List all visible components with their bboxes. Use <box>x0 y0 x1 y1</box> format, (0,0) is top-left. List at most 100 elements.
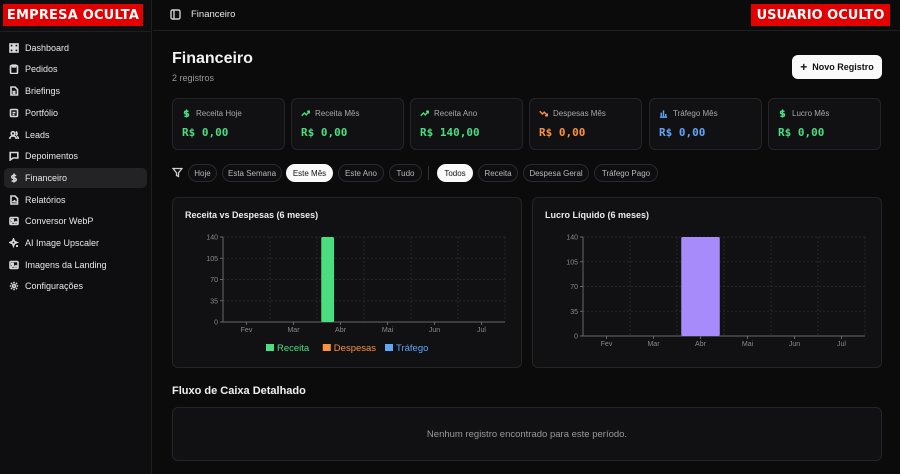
y-tick-label: 0 <box>214 320 218 327</box>
plus-icon: + <box>800 60 808 74</box>
x-tick-label: Mai <box>382 327 394 334</box>
filter-period-este-mes[interactable]: Este Mês <box>286 164 333 182</box>
message-icon <box>9 151 19 162</box>
y-tick-label: 70 <box>210 277 218 284</box>
revenue-expense-chart: 0 35 70 105 140 Fev Mar Abr Mai Jun Jul Receita Desp… <box>206 235 506 354</box>
y-tick-label: 70 <box>570 284 578 291</box>
filter-icon <box>171 167 184 178</box>
y-tick-label: 140 <box>206 235 218 242</box>
sidebar-item-relatorios[interactable]: Relatórios <box>4 190 147 210</box>
x-tick-label: Fev <box>241 327 253 334</box>
sidebar-item-label: AI Image Upscaler <box>25 237 100 248</box>
stat-label: Receita Hoje <box>196 109 242 118</box>
sidebar-item-briefings[interactable]: Briefings <box>4 81 147 101</box>
sidebar-item-financeiro[interactable]: Financeiro <box>4 168 147 188</box>
legend-label: Despesas <box>334 343 376 354</box>
sidebar-item-label: Imagens da Landing <box>25 259 107 270</box>
sidebar-item-label: Financeiro <box>25 172 68 183</box>
folder-icon <box>9 108 19 118</box>
x-tick-label: Mai <box>742 341 754 348</box>
image-icon <box>9 216 19 226</box>
stat-label: Receita Ano <box>434 109 478 118</box>
y-tick-label: 0 <box>574 334 578 341</box>
filter-type-receita[interactable]: Receita <box>478 164 518 182</box>
x-tick-label: Abr <box>695 341 707 348</box>
sidebar-item-imagens-landing[interactable]: Imagens da Landing <box>4 255 147 275</box>
x-tick-label: Abr <box>335 327 347 334</box>
sidebar-item-depoimentos[interactable]: Depoimentos <box>4 146 147 166</box>
y-tick-label: 140 <box>566 235 578 242</box>
stat-card-receita-mes: Receita Mês R$ 0,00 <box>291 98 404 150</box>
chart-title: Lucro Líquido (6 meses) <box>545 210 650 220</box>
new-record-button[interactable]: + Novo Registro <box>792 55 882 79</box>
legend-swatch <box>385 344 393 351</box>
stat-value: R$ 0,00 <box>182 126 229 139</box>
stat-card-receita-ano: Receita Ano R$ 140,00 <box>410 98 523 150</box>
legend-swatch <box>266 344 274 351</box>
sidebar-item-configuracoes[interactable]: Configurações <box>4 277 147 297</box>
y-tick-label: 105 <box>206 256 218 263</box>
filter-period-esta-semana[interactable]: Esta Semana <box>222 164 282 182</box>
breadcrumb: Financeiro <box>191 9 236 20</box>
filter-type-trafego-pago[interactable]: Tráfego Pago <box>594 164 658 182</box>
sidebar-item-label: Pedidos <box>25 64 58 75</box>
stat-card-despesas-mes: Despesas Mês R$ 0,00 <box>529 98 642 150</box>
filter-period-tudo[interactable]: Tudo <box>389 164 422 182</box>
cashflow-title: Fluxo de Caixa Detalhado <box>172 385 306 397</box>
sidebar-item-conversor-webp[interactable]: Conversor WebP <box>4 212 147 232</box>
sidebar-item-portfolio[interactable]: Portfólio <box>4 103 147 123</box>
y-tick-label: 105 <box>566 259 578 266</box>
y-tick-label: 35 <box>210 298 218 305</box>
sidebar-item-label: Relatórios <box>25 194 66 205</box>
x-tick-label: Jul <box>837 341 846 348</box>
stat-value: R$ 0,00 <box>539 126 586 139</box>
file-icon <box>9 86 19 96</box>
bar <box>321 237 335 322</box>
x-tick-label: Fev <box>601 341 613 348</box>
stat-card-receita-hoje: Receita Hoje R$ 0,00 <box>172 98 285 150</box>
x-tick-label: Jun <box>789 341 800 348</box>
sidebar-item-leads[interactable]: Leads <box>4 125 147 145</box>
report-icon <box>9 194 19 205</box>
page-title: Financeiro <box>172 50 253 67</box>
clipboard-icon <box>9 64 19 75</box>
users-icon <box>9 130 19 140</box>
filter-type-todos[interactable]: Todos <box>437 164 473 182</box>
gear-icon <box>9 281 19 291</box>
sidebar-toggle-icon[interactable] <box>170 9 181 20</box>
sidebar-item-label: Dashboard <box>25 42 70 53</box>
sidebar-item-ai-image-upscaler[interactable]: AI Image Upscaler <box>4 233 147 253</box>
x-tick-label: Mar <box>287 327 300 334</box>
cashflow-empty-state: Nenhum registro encontrado para este per… <box>172 407 882 461</box>
x-tick-label: Jul <box>477 327 486 334</box>
sparkles-icon <box>9 237 19 248</box>
company-logo: EMPRESA OCULTA <box>3 4 143 26</box>
sidebar-item-label: Briefings <box>25 86 61 97</box>
filter-period-este-ano[interactable]: Este Ano <box>338 164 384 182</box>
filter-type-despesa-geral[interactable]: Despesa Geral <box>523 164 589 182</box>
sidebar-item-label: Leads <box>25 129 50 140</box>
sidebar-item-dashboard[interactable]: Dashboard <box>4 38 147 58</box>
stat-value: R$ 0,00 <box>659 126 706 139</box>
image-icon <box>9 260 19 270</box>
x-tick-label: Mar <box>647 341 660 348</box>
user-badge[interactable]: USUARIO OCULTO <box>751 4 890 26</box>
trending-up-icon <box>420 110 429 117</box>
sidebar-item-pedidos[interactable]: Pedidos <box>4 60 147 80</box>
record-count: 2 registros <box>172 73 215 83</box>
stat-label: Despesas Mês <box>553 109 606 118</box>
stat-card-lucro-mes: Lucro Mês R$ 0,00 <box>768 98 881 150</box>
trending-up-icon <box>301 110 310 117</box>
stat-label: Lucro Mês <box>792 109 830 118</box>
chart-card-lucro-liquido: Lucro Líquido (6 meses) 0 35 70 105 140 Fev Ma… <box>532 197 882 368</box>
dollar-icon <box>779 109 786 118</box>
stat-label: Receita Mês <box>315 109 360 118</box>
sidebar: EMPRESA OCULTA Dashboard Pedidos Briefin… <box>0 0 152 474</box>
filter-divider <box>428 166 429 180</box>
dollar-icon <box>9 173 19 183</box>
y-tick-label: 35 <box>570 309 578 316</box>
filter-period-hoje[interactable]: Hoje <box>188 164 217 182</box>
empty-message: Nenhum registro encontrado para este per… <box>426 428 628 440</box>
stat-value: R$ 140,00 <box>420 126 480 139</box>
legend-swatch <box>322 344 331 351</box>
